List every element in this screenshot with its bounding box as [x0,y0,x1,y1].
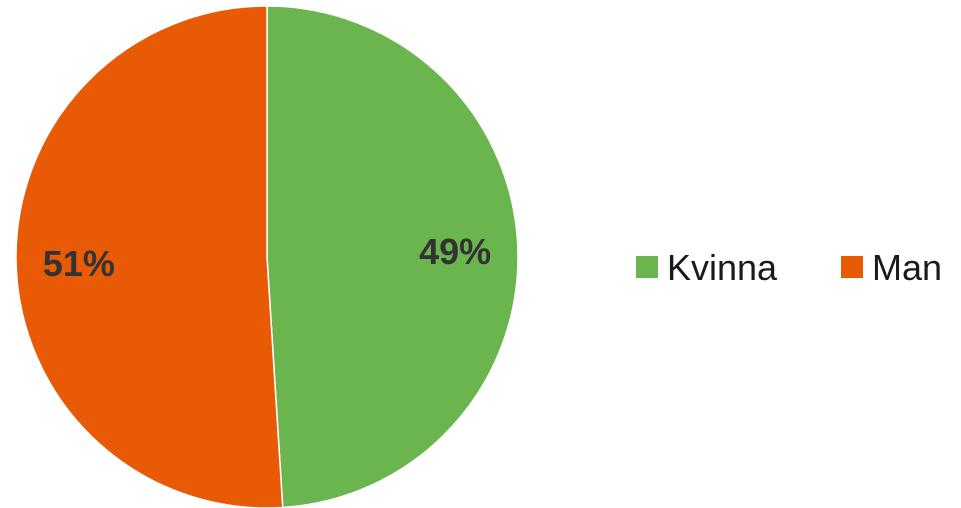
pie-slices [15,5,519,508]
legend-swatch-man [841,256,863,278]
pie-slice-kvinna [266,5,519,508]
legend-swatch-kvinna [636,256,658,278]
pie-slice-labels: 49% 51% [43,231,491,284]
legend-label-man: Man [872,247,942,288]
slice-label-kvinna: 49% [419,231,491,272]
legend-label-kvinna: Kvinna [667,247,778,288]
chart-legend: Kvinna Man [636,247,942,288]
slice-label-man: 51% [43,243,115,284]
pie-slice-man [15,5,284,508]
